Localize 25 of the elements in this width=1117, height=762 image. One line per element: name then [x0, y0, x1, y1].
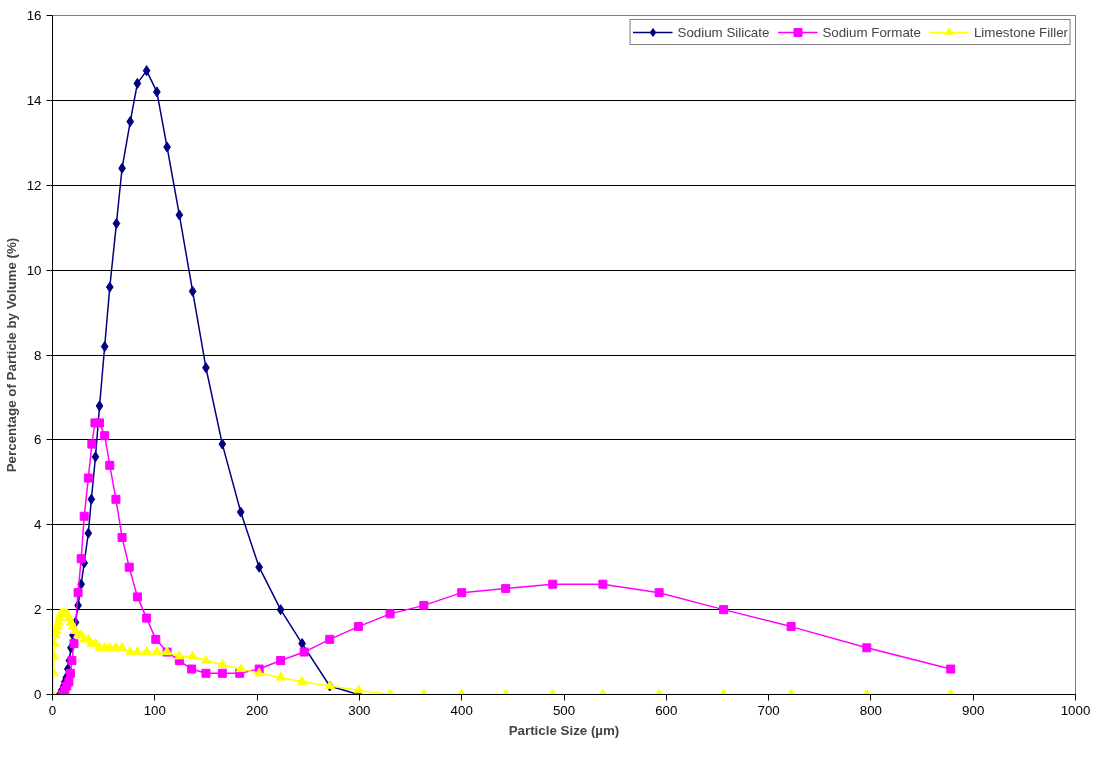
- y-tick-label: 14: [26, 92, 43, 108]
- legend-label: Sodium Silicate: [677, 24, 770, 40]
- x-axis-title: Particle Size (µm): [508, 722, 620, 738]
- y-tick-label: 2: [34, 602, 42, 618]
- legend-label: Limestone Filler: [973, 24, 1068, 40]
- x-tick-label: 300: [348, 702, 371, 718]
- x-tick-label: 900: [962, 702, 985, 718]
- y-tick-label: 6: [34, 432, 42, 448]
- y-tick-label: 8: [34, 347, 42, 363]
- x-tick-label: 1000: [1060, 702, 1091, 718]
- y-tick-label: 10: [26, 262, 42, 278]
- x-tick-label: 600: [655, 702, 678, 718]
- x-tick-label: 800: [859, 702, 883, 718]
- x-tick-label: 500: [552, 702, 576, 718]
- y-axis-title: Percentage of Particle by Volume (%): [3, 237, 19, 473]
- y-tick-label: 4: [34, 517, 43, 533]
- x-tick-label: 700: [757, 702, 780, 718]
- y-tick-label: 0: [34, 687, 42, 702]
- legend-label: Sodium Formate: [822, 24, 921, 40]
- x-tick-label: 0: [48, 702, 57, 718]
- y-tick-label: 12: [26, 177, 42, 193]
- y-tick-label: 16: [26, 8, 42, 23]
- x-tick-label: 100: [143, 702, 166, 718]
- x-tick-label: 400: [450, 702, 473, 718]
- x-tick-label: 200: [245, 702, 269, 718]
